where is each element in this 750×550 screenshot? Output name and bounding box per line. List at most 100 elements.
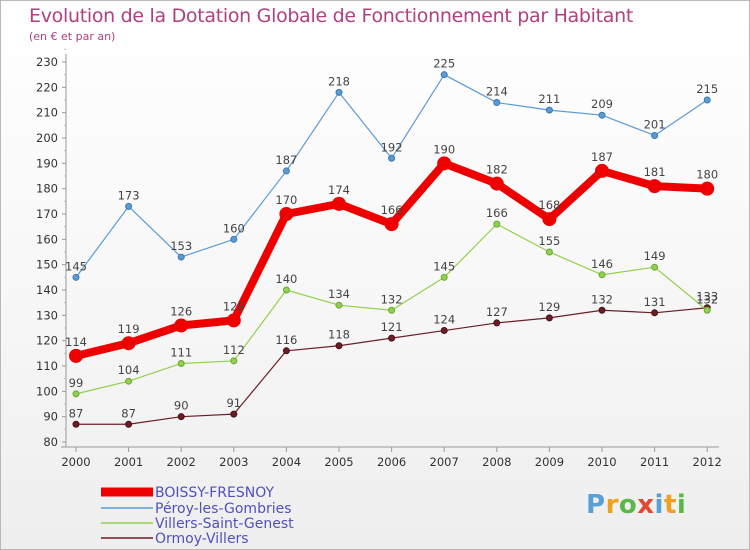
logo-letter: i [676, 490, 687, 520]
y-tick-label: 100 [36, 384, 58, 398]
data-label: 182 [486, 163, 508, 177]
data-point [440, 273, 448, 281]
data-point [545, 106, 553, 114]
y-tick-label: 200 [36, 131, 58, 145]
data-label: 181 [644, 165, 666, 179]
data-label: 116 [275, 333, 297, 347]
data-label: 126 [170, 304, 192, 318]
data-label: 128 [223, 299, 245, 313]
data-label: 127 [486, 305, 508, 319]
legend-label: BOISSY-FRESNOY [155, 485, 274, 501]
x-tick-label: 2004 [272, 455, 301, 469]
x-tick-label: 2001 [114, 455, 143, 469]
x-tick-label: 2003 [219, 455, 248, 469]
y-tick-label: 120 [36, 334, 58, 348]
data-point [700, 181, 715, 196]
data-point [703, 96, 711, 104]
data-label: 87 [121, 406, 136, 420]
x-tick-label: 2007 [430, 455, 459, 469]
data-point [121, 336, 136, 351]
data-point [177, 413, 185, 421]
y-tick-label: 140 [36, 283, 58, 297]
data-label: 145 [433, 259, 455, 273]
data-point [598, 306, 606, 314]
data-point [542, 212, 557, 227]
data-label: 149 [644, 249, 666, 263]
data-label: 124 [433, 313, 455, 327]
logo-letter: P [586, 490, 606, 520]
x-tick-label: 2005 [324, 455, 353, 469]
proxiti-logo: Proxiti [586, 490, 686, 520]
data-label: 112 [223, 343, 245, 357]
data-label: 132 [696, 292, 718, 306]
data-point [545, 314, 553, 322]
data-point [335, 301, 343, 309]
data-point [177, 359, 185, 367]
x-tick-label: 2002 [167, 455, 196, 469]
data-label: 201 [644, 117, 666, 131]
data-point [72, 420, 80, 428]
data-label: 118 [328, 328, 350, 342]
data-label: 140 [275, 272, 297, 286]
data-point [69, 348, 83, 363]
logo-letter: i [654, 490, 664, 520]
logo-letter: r [605, 490, 619, 520]
data-label: 104 [118, 363, 140, 377]
data-point [437, 156, 452, 171]
data-label: 211 [538, 92, 560, 106]
data-label: 215 [696, 82, 718, 96]
data-point [598, 271, 606, 279]
data-point [72, 273, 80, 281]
data-point [440, 71, 448, 79]
y-tick-label: 220 [36, 80, 58, 94]
data-point [384, 217, 399, 232]
y-tick-label: 180 [36, 182, 58, 196]
y-tick-label: 190 [36, 156, 58, 170]
data-point [388, 154, 396, 162]
data-point [230, 235, 238, 243]
data-point [598, 111, 606, 119]
data-label: 129 [538, 300, 560, 314]
data-label: 166 [381, 203, 403, 217]
data-point [282, 286, 290, 294]
data-label: 168 [538, 198, 560, 212]
data-label: 155 [538, 234, 560, 248]
data-label: 132 [591, 292, 613, 306]
data-point [125, 420, 133, 428]
x-tick-label: 2012 [693, 455, 722, 469]
data-label: 160 [223, 221, 245, 235]
data-point [440, 327, 448, 335]
data-label: 114 [65, 335, 87, 349]
data-point [230, 410, 238, 418]
legend-label: Villers-Saint-Genest [155, 516, 294, 532]
y-tick-label: 80 [43, 435, 58, 449]
data-point [651, 263, 659, 271]
data-label: 134 [328, 287, 350, 301]
data-point [493, 319, 501, 327]
data-point [493, 220, 501, 228]
y-tick-label: 90 [43, 410, 58, 424]
x-tick-label: 2010 [587, 455, 616, 469]
data-point [651, 131, 659, 139]
x-tick-label: 2009 [535, 455, 564, 469]
data-point [595, 163, 609, 178]
data-label: 180 [696, 168, 718, 182]
data-label: 174 [328, 183, 350, 197]
chart-subtitle: (en € et par an) [29, 30, 116, 43]
data-label: 187 [275, 153, 297, 167]
data-label: 190 [433, 142, 455, 156]
data-point [332, 196, 346, 211]
data-label: 225 [433, 57, 455, 71]
y-tick-label: 150 [36, 258, 58, 272]
data-label: 173 [118, 188, 140, 202]
data-point [493, 99, 501, 107]
data-point [282, 347, 290, 355]
data-point [335, 88, 343, 96]
data-label: 192 [381, 140, 403, 154]
data-point [388, 306, 396, 314]
data-label: 132 [381, 292, 403, 306]
data-point [647, 179, 662, 194]
y-tick-label: 130 [36, 308, 58, 322]
y-tick-label: 160 [36, 232, 58, 246]
data-point [125, 377, 133, 385]
